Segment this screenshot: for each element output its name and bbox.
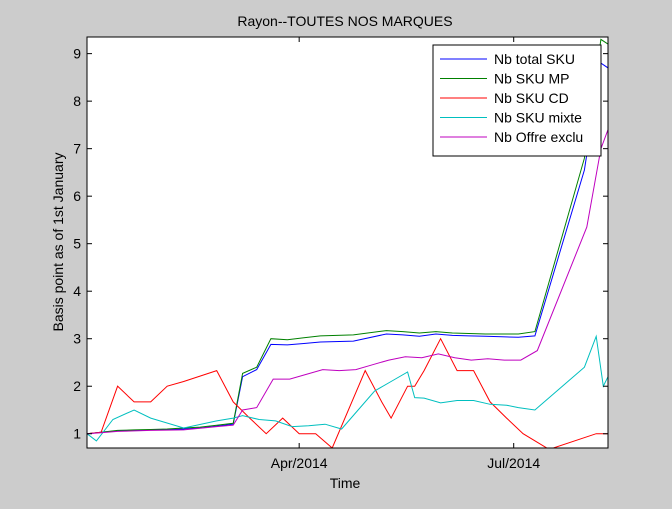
series-line-4 <box>87 334 608 442</box>
legend-label-2: Nb SKU MP <box>494 71 569 87</box>
y-tick-label: 5 <box>73 236 81 252</box>
y-tick-label: 8 <box>73 93 81 109</box>
legend-label-3: Nb SKU CD <box>494 90 569 106</box>
y-axis-label: Basis point as of 1st January <box>50 153 66 332</box>
y-tick-label: 2 <box>73 378 81 394</box>
y-tick-label: 3 <box>73 331 81 347</box>
series-line-2 <box>87 38 608 435</box>
series-lines <box>87 38 608 448</box>
axis-ticks: 1 2 3 4 5 6 7 8 9 Apr/2014 Jul/2014 <box>73 37 608 471</box>
y-tick-label: 9 <box>73 46 81 62</box>
y-tick-label: 7 <box>73 141 81 157</box>
legend-label-4: Nb SKU mixte <box>494 110 582 126</box>
x-axis-label: Time <box>330 475 361 491</box>
chart-title: Rayon--TOUTES NOS MARQUES <box>237 13 452 29</box>
y-tick-label: 1 <box>73 426 81 442</box>
y-tick-label: 4 <box>73 283 81 299</box>
x-tick-label: Apr/2014 <box>271 455 328 471</box>
legend: Nb total SKU Nb SKU MP Nb SKU CD Nb SKU mix… <box>432 44 602 157</box>
x-tick-label: Jul/2014 <box>487 455 540 471</box>
plot-frame <box>86 36 609 449</box>
series-line-5 <box>87 129 608 435</box>
legend-label-1: Nb total SKU <box>494 51 575 67</box>
legend-label-5: Nb Offre exclu <box>494 129 583 145</box>
y-tick-label: 6 <box>73 188 81 204</box>
